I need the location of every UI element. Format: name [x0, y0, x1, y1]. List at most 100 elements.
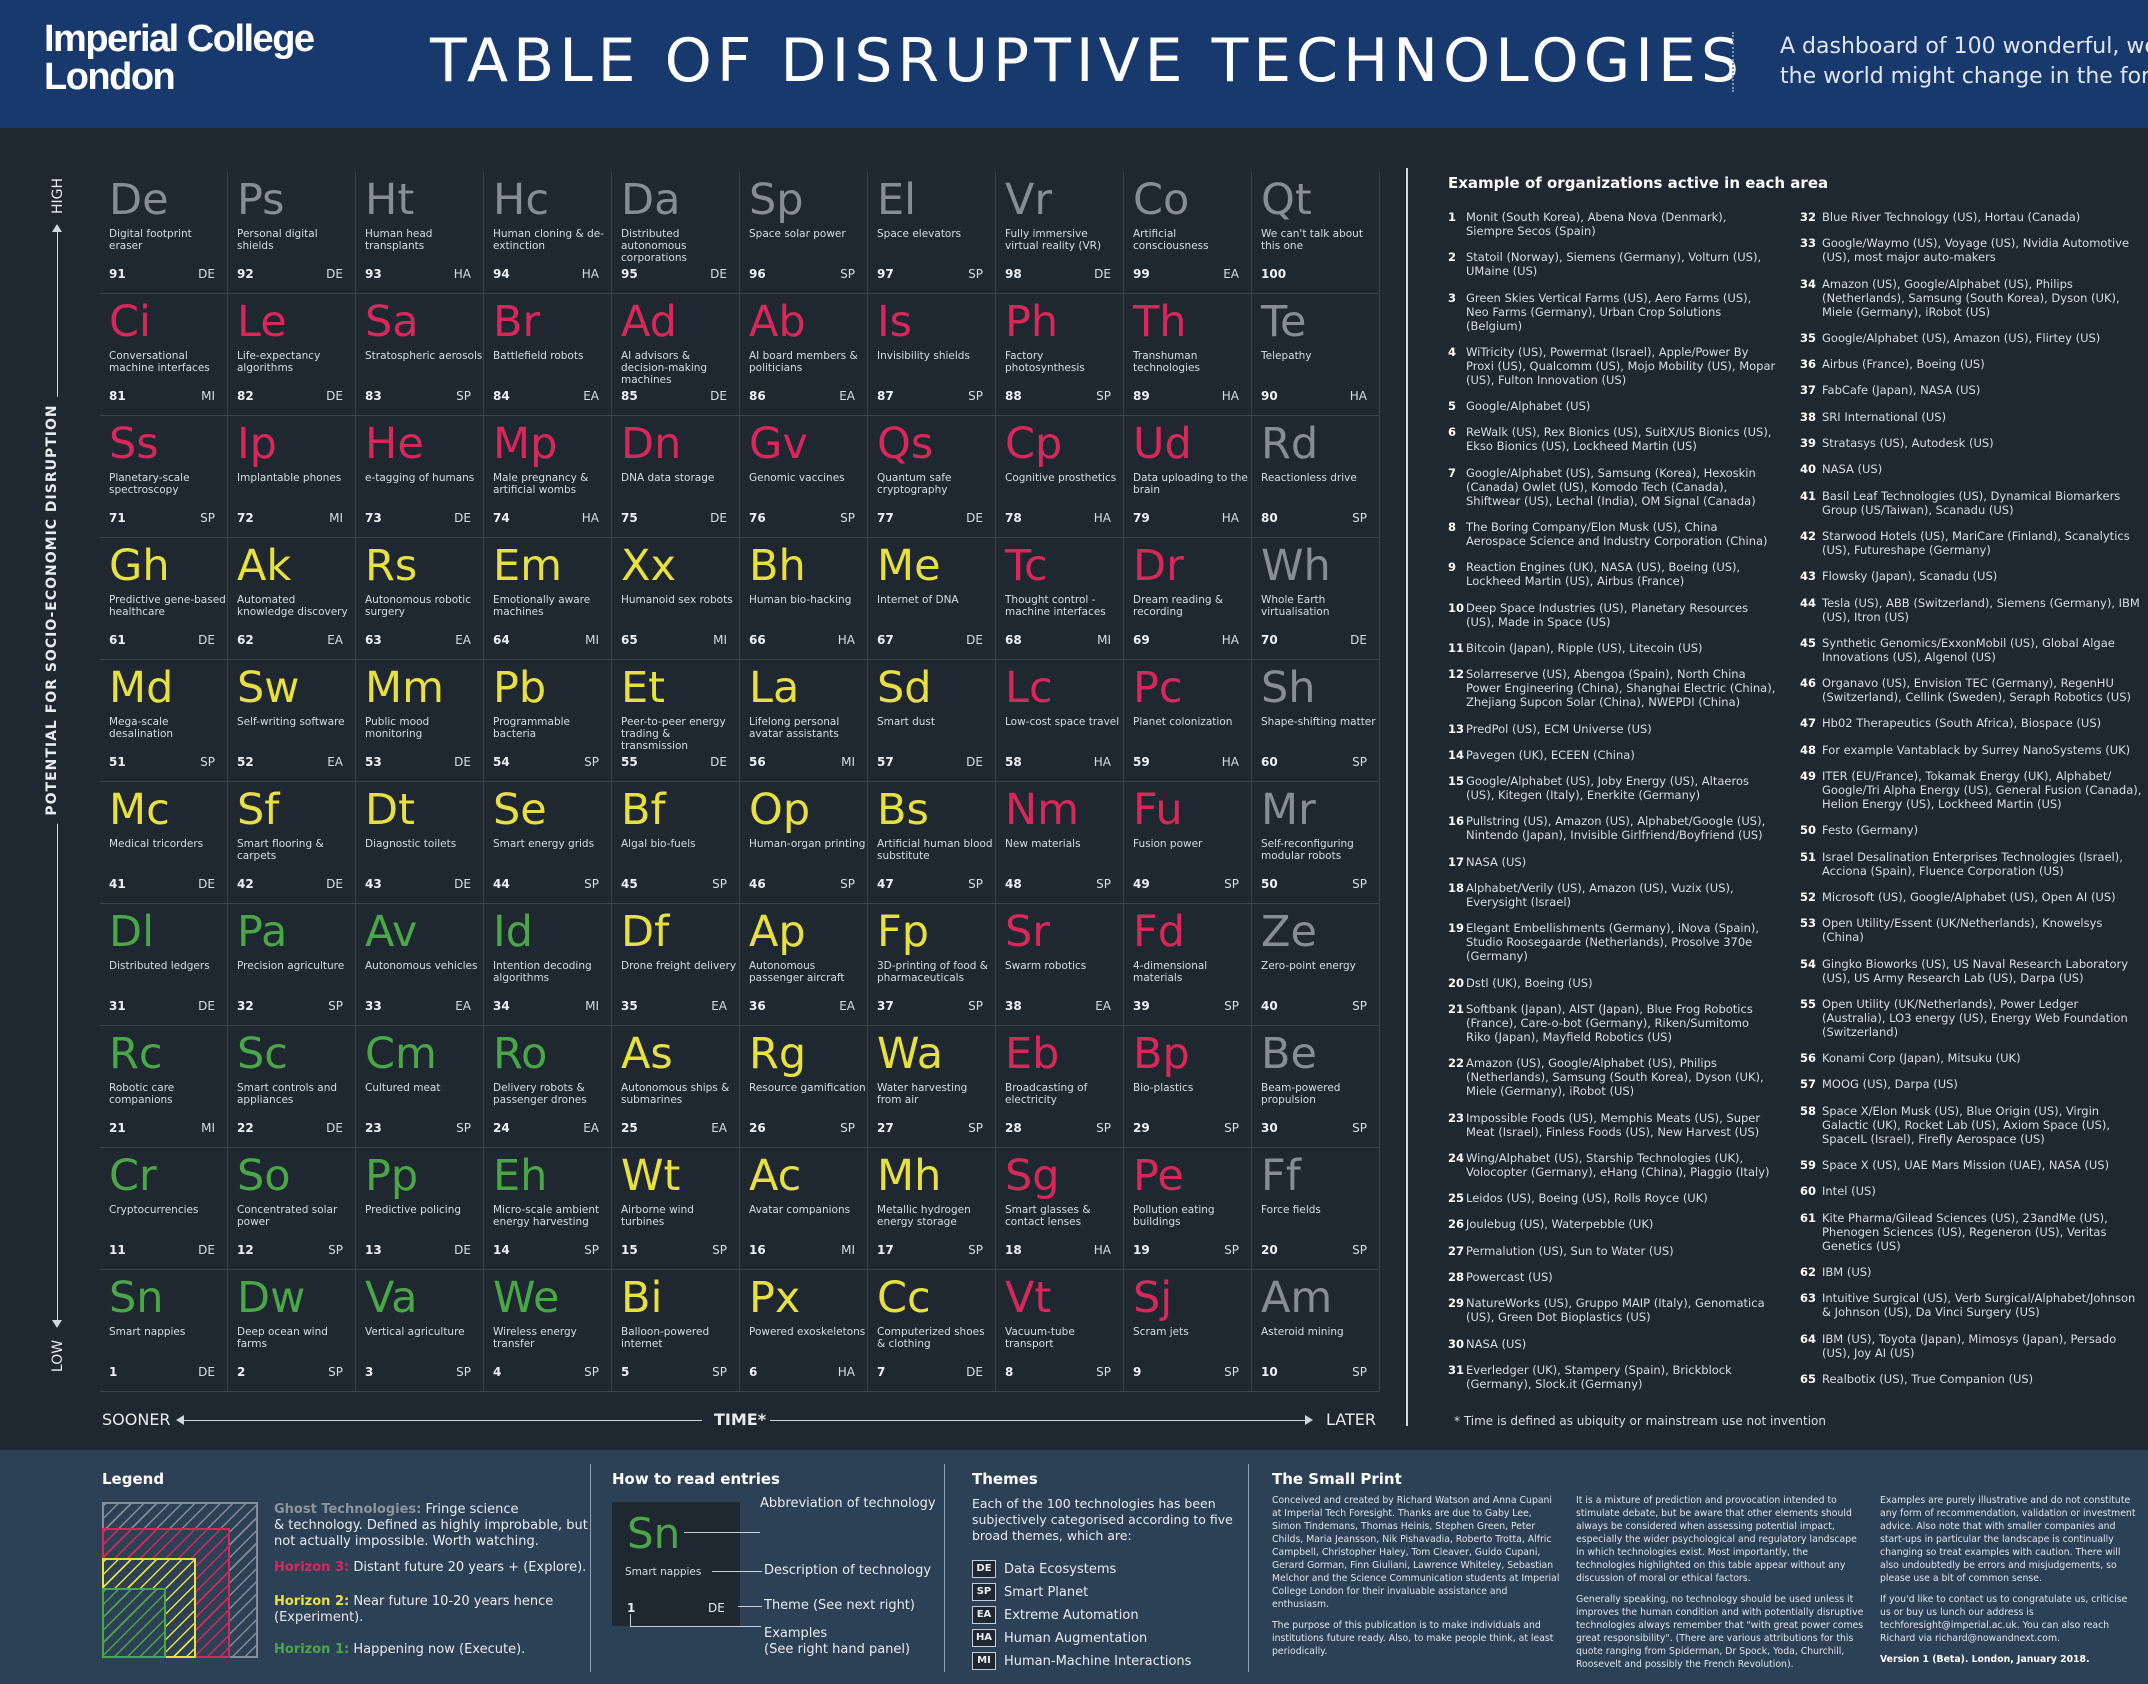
element-cell[interactable]: Ss Planetary-scale spectroscopy 71 SP [100, 416, 228, 538]
element-cell[interactable]: Am Asteroid mining 10 SP [1252, 1270, 1380, 1392]
element-cell[interactable]: Dt Diagnostic toilets 43 DE [356, 782, 484, 904]
element-cell[interactable]: Ap Autonomous passenger aircraft 36 EA [740, 904, 868, 1026]
element-cell[interactable]: Cr Cryptocurrencies 11 DE [100, 1148, 228, 1270]
imperial-logo[interactable]: Imperial College London [44, 20, 315, 96]
element-cell[interactable]: As Autonomous ships & submarines 25 EA [612, 1026, 740, 1148]
element-cell[interactable]: Ph Factory photosynthesis 88 SP [996, 294, 1124, 416]
element-cell[interactable]: Vr Fully immersive virtual reality (VR) 98… [996, 172, 1124, 294]
element-cell[interactable]: Mp Male pregnancy & artificial wombs 74 HA [484, 416, 612, 538]
element-cell[interactable]: Bs Artificial human blood substitute 47 SP [868, 782, 996, 904]
element-cell[interactable]: Sj Scram jets 9 SP [1124, 1270, 1252, 1392]
element-cell[interactable]: Vt Vacuum-tube transport 8 SP [996, 1270, 1124, 1392]
element-cell[interactable]: Se Smart energy grids 44 SP [484, 782, 612, 904]
element-cell[interactable]: La Lifelong personal avatar assistants 56 M… [740, 660, 868, 782]
element-cell[interactable]: Th Transhuman technologies 89 HA [1124, 294, 1252, 416]
element-cell[interactable]: Gv Genomic vaccines 76 SP [740, 416, 868, 538]
element-cell[interactable]: Ci Conversational machine interfaces 81 MI [100, 294, 228, 416]
element-cell[interactable]: Te Telepathy 90 HA [1252, 294, 1380, 416]
element-cell[interactable]: Sg Smart glasses & contact lenses 18 HA [996, 1148, 1124, 1270]
element-cell[interactable]: Lc Low-cost space travel 58 HA [996, 660, 1124, 782]
element-cell[interactable]: Ud Data uploading to the brain 79 HA [1124, 416, 1252, 538]
element-cell[interactable]: Co Artificial consciousness 99 EA [1124, 172, 1252, 294]
element-cell[interactable]: Pa Precision agriculture 32 SP [228, 904, 356, 1026]
element-cell[interactable]: Nm New materials 48 SP [996, 782, 1124, 904]
element-cell[interactable]: Be Beam-powered propulsion 30 SP [1252, 1026, 1380, 1148]
element-cell[interactable]: Op Human-organ printing 46 SP [740, 782, 868, 904]
element-cell[interactable]: Bh Human bio-hacking 66 HA [740, 538, 868, 660]
element-cell[interactable]: Pp Predictive policing 13 DE [356, 1148, 484, 1270]
element-cell[interactable]: Md Mega-scale desalination 51 SP [100, 660, 228, 782]
element-cell[interactable]: Av Autonomous vehicles 33 EA [356, 904, 484, 1026]
element-cell[interactable]: Cp Cognitive prosthetics 78 HA [996, 416, 1124, 538]
element-cell[interactable]: Mr Self-reconfiguring modular robots 50 SP [1252, 782, 1380, 904]
element-cell[interactable]: Da Distributed autonomous corporations 95 D… [612, 172, 740, 294]
element-cell[interactable]: Va Vertical agriculture 3 SP [356, 1270, 484, 1392]
element-cell[interactable]: Pc Planet colonization 59 HA [1124, 660, 1252, 782]
element-cell[interactable]: Fu Fusion power 49 SP [1124, 782, 1252, 904]
element-cell[interactable]: Id Intention decoding algorithms 34 MI [484, 904, 612, 1026]
element-cell[interactable]: Br Battlefield robots 84 EA [484, 294, 612, 416]
element-cell[interactable]: Eh Micro-scale ambient energy harvesting 1… [484, 1148, 612, 1270]
element-cell[interactable]: Ak Automated knowledge discovery 62 EA [228, 538, 356, 660]
element-cell[interactable]: We Wireless energy transfer 4 SP [484, 1270, 612, 1392]
element-cell[interactable]: Sf Smart flooring & carpets 42 DE [228, 782, 356, 904]
element-cell[interactable]: Mc Medical tricorders 41 DE [100, 782, 228, 904]
element-cell[interactable]: Rd Reactionless drive 80 SP [1252, 416, 1380, 538]
element-cell[interactable]: Et Peer-to-peer energy trading & transmis… [612, 660, 740, 782]
element-cell[interactable]: Ze Zero-point energy 40 SP [1252, 904, 1380, 1026]
element-cell[interactable]: Wh Whole Earth virtualisation 70 DE [1252, 538, 1380, 660]
element-cell[interactable]: Dw Deep ocean wind farms 2 SP [228, 1270, 356, 1392]
element-cell[interactable]: Fd 4-dimensional materials 39 SP [1124, 904, 1252, 1026]
element-cell[interactable]: Sn Smart nappies 1 DE [100, 1270, 228, 1392]
element-cell[interactable]: Mm Public mood monitoring 53 DE [356, 660, 484, 782]
element-cell[interactable]: Pe Pollution eating buildings 19 SP [1124, 1148, 1252, 1270]
element-cell[interactable]: Ps Personal digital shields 92 DE [228, 172, 356, 294]
element-cell[interactable]: Qt We can't talk about this one 100 [1252, 172, 1380, 294]
element-cell[interactable]: Ac Avatar companions 16 MI [740, 1148, 868, 1270]
element-cell[interactable]: Ff Force fields 20 SP [1252, 1148, 1380, 1270]
element-cell[interactable]: He e-tagging of humans 73 DE [356, 416, 484, 538]
element-cell[interactable]: Gh Predictive gene-based healthcare 61 DE [100, 538, 228, 660]
element-cell[interactable]: Hc Human cloning & de-extinction 94 HA [484, 172, 612, 294]
element-cell[interactable]: So Concentrated solar power 12 SP [228, 1148, 356, 1270]
element-cell[interactable]: Df Drone freight delivery 35 EA [612, 904, 740, 1026]
element-cell[interactable]: Xx Humanoid sex robots 65 MI [612, 538, 740, 660]
element-cell[interactable]: Em Emotionally aware machines 64 MI [484, 538, 612, 660]
element-cell[interactable]: Rg Resource gamification 26 SP [740, 1026, 868, 1148]
element-cell[interactable]: Wa Water harvesting from air 27 SP [868, 1026, 996, 1148]
element-cell[interactable]: Px Powered exoskeletons 6 HA [740, 1270, 868, 1392]
element-cell[interactable]: Sa Stratospheric aerosols 83 SP [356, 294, 484, 416]
element-cell[interactable]: Sc Smart controls and appliances 22 DE [228, 1026, 356, 1148]
element-cell[interactable]: De Digital footprint eraser 91 DE [100, 172, 228, 294]
element-cell[interactable]: Sr Swarm robotics 38 EA [996, 904, 1124, 1026]
element-cell[interactable]: Dl Distributed ledgers 31 DE [100, 904, 228, 1026]
element-cell[interactable]: Fp 3D-printing of food & pharmaceuticals 3… [868, 904, 996, 1026]
element-cell[interactable]: Sh Shape-shifting matter 60 SP [1252, 660, 1380, 782]
element-cell[interactable]: Qs Quantum safe cryptography 77 DE [868, 416, 996, 538]
element-cell[interactable]: Sp Space solar power 96 SP [740, 172, 868, 294]
element-cell[interactable]: Me Internet of DNA 67 DE [868, 538, 996, 660]
element-cell[interactable]: Ro Delivery robots & passenger drones 24 EA [484, 1026, 612, 1148]
element-cell[interactable]: Bf Algal bio-fuels 45 SP [612, 782, 740, 904]
element-cell[interactable]: Bi Balloon-powered internet 5 SP [612, 1270, 740, 1392]
element-cell[interactable]: Dr Dream reading & recording 69 HA [1124, 538, 1252, 660]
element-cell[interactable]: Cm Cultured meat 23 SP [356, 1026, 484, 1148]
element-cell[interactable]: El Space elevators 97 SP [868, 172, 996, 294]
element-cell[interactable]: Sw Self-writing software 52 EA [228, 660, 356, 782]
element-cell[interactable]: Bp Bio-plastics 29 SP [1124, 1026, 1252, 1148]
element-cell[interactable]: Ht Human head transplants 93 HA [356, 172, 484, 294]
element-cell[interactable]: Mh Metallic hydrogen energy storage 17 SP [868, 1148, 996, 1270]
element-cell[interactable]: Le Life-expectancy algorithms 82 DE [228, 294, 356, 416]
element-cell[interactable]: Ip Implantable phones 72 MI [228, 416, 356, 538]
element-cell[interactable]: Is Invisibility shields 87 SP [868, 294, 996, 416]
element-cell[interactable]: Wt Airborne wind turbines 15 SP [612, 1148, 740, 1270]
element-cell[interactable]: Pb Programmable bacteria 54 SP [484, 660, 612, 782]
element-cell[interactable]: Rs Autonomous robotic surgery 63 EA [356, 538, 484, 660]
element-cell[interactable]: Rc Robotic care companions 21 MI [100, 1026, 228, 1148]
element-cell[interactable]: Sd Smart dust 57 DE [868, 660, 996, 782]
element-cell[interactable]: Cc Computerized shoes & clothing 7 DE [868, 1270, 996, 1392]
element-cell[interactable]: Ab AI board members & politicians 86 EA [740, 294, 868, 416]
element-cell[interactable]: Dn DNA data storage 75 DE [612, 416, 740, 538]
element-cell[interactable]: Ad AI advisors & decision-making machines… [612, 294, 740, 416]
element-cell[interactable]: Tc Thought control - machine interfaces 68… [996, 538, 1124, 660]
